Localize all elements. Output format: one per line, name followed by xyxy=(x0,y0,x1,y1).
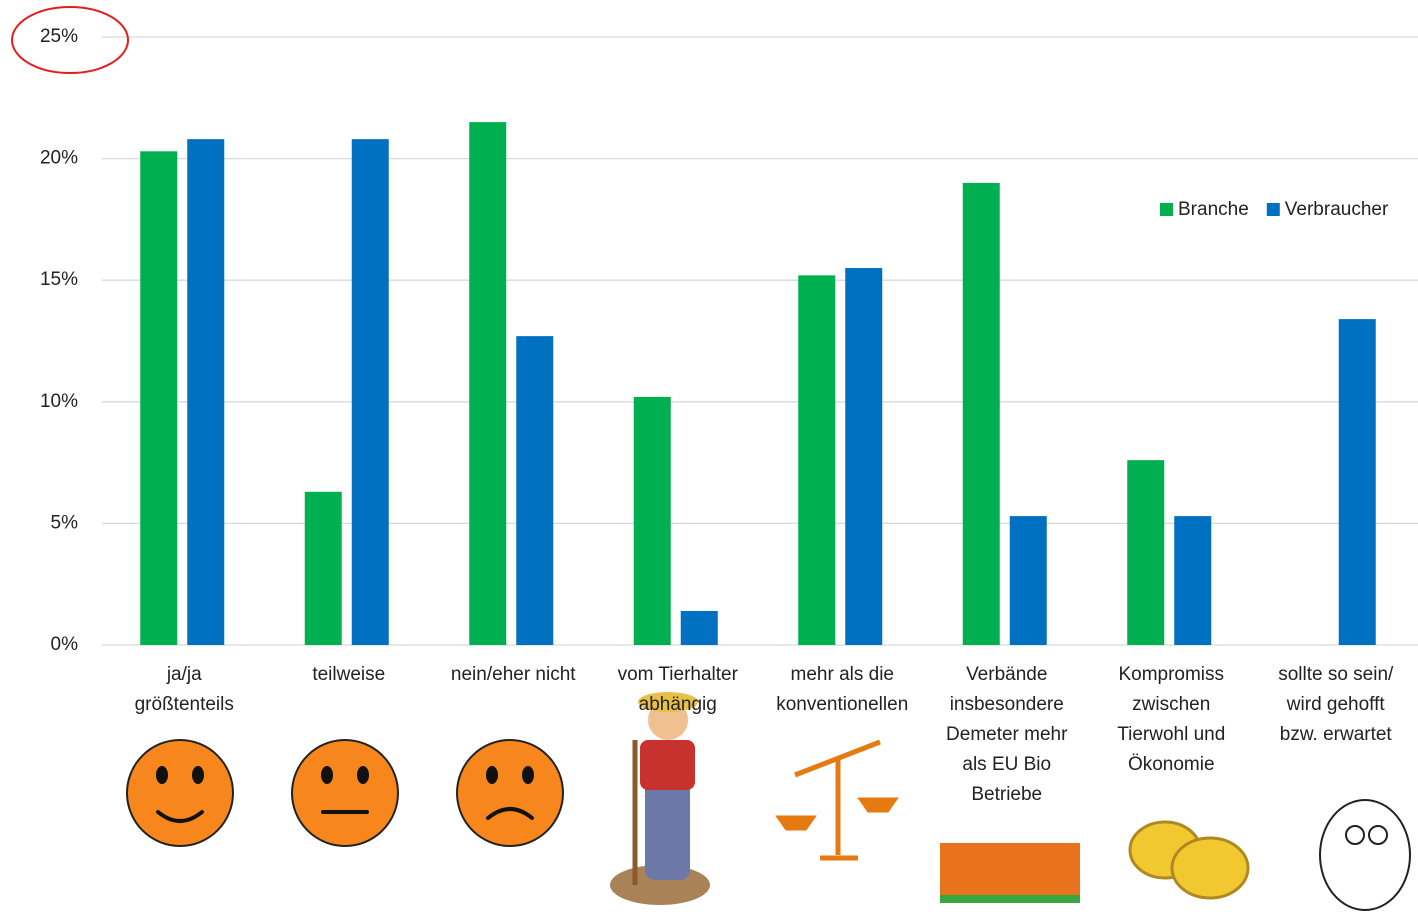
legend-swatch xyxy=(1266,203,1280,216)
legend-swatch xyxy=(1160,203,1173,216)
thinking-face xyxy=(1319,799,1411,911)
y-tick-label: 15% xyxy=(40,269,78,290)
bar xyxy=(469,122,507,646)
x-tick-label: teilweise xyxy=(312,664,386,685)
bar xyxy=(304,491,342,645)
bar xyxy=(1009,516,1047,645)
bar xyxy=(798,275,836,645)
bar xyxy=(516,336,554,645)
x-tick-label: Verbände insbesondere Demeter mehr als E… xyxy=(946,664,1068,805)
demeter-logo xyxy=(940,843,1080,903)
bar xyxy=(1127,460,1165,645)
y-tick-label: 25% xyxy=(40,26,78,47)
bar xyxy=(845,268,883,645)
bar xyxy=(1174,516,1212,645)
bar xyxy=(633,396,671,645)
x-tick-label: vom Tierhalter abhängig xyxy=(617,664,738,715)
bar xyxy=(680,610,718,645)
legend-label: Branche xyxy=(1178,199,1249,220)
bar xyxy=(351,139,389,646)
bar xyxy=(140,151,178,645)
bar xyxy=(1338,319,1376,645)
y-tick-label: 5% xyxy=(51,512,79,533)
legend-label: Verbraucher xyxy=(1285,199,1389,220)
x-tick-label: mehr als die konventionellen xyxy=(776,664,909,715)
bar xyxy=(187,139,225,646)
bar xyxy=(962,182,1000,646)
y-tick-label: 0% xyxy=(51,634,79,655)
scales xyxy=(775,739,899,861)
farmer xyxy=(610,692,710,905)
x-tick-label: Kompromiss zwischen Tierwohl und Ökonomi… xyxy=(1117,664,1226,775)
highlight-circle xyxy=(11,6,129,74)
x-tick-label: ja/ja größtenteils xyxy=(134,664,234,715)
x-tick-label: sollte so sein/ wird gehofft bzw. erwart… xyxy=(1278,664,1394,745)
coins xyxy=(1128,820,1250,900)
icons xyxy=(126,692,1411,911)
y-tick-label: 10% xyxy=(40,391,78,412)
x-tick-label: nein/eher nicht xyxy=(450,664,576,685)
y-tick-label: 20% xyxy=(40,148,78,169)
